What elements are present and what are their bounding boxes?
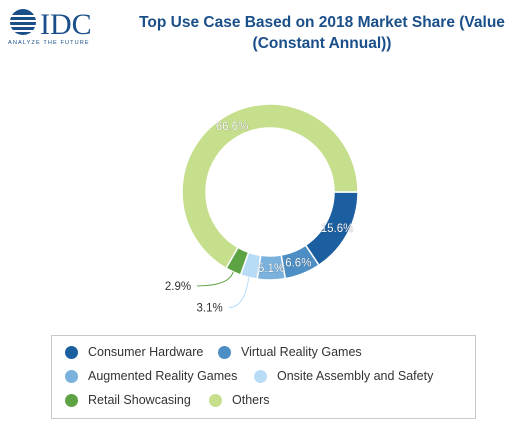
legend-item-retail-showcasing[interactable]: Retail Showcasing xyxy=(65,393,191,407)
chart-legend: Consumer Hardware Virtual Reality Games … xyxy=(51,335,476,419)
idc-logo: IDC ANALYZE THE FUTURE xyxy=(8,8,92,46)
chart-title: Top Use Case Based on 2018 Market Share … xyxy=(122,12,522,54)
data-label-consumer-hardware: 15.6% xyxy=(321,223,354,235)
data-label-virtual-reality-games: 6.6% xyxy=(285,258,311,270)
data-label-onsite-assembly-and-safety: 3.1% xyxy=(197,302,223,314)
slice-others[interactable] xyxy=(181,103,359,270)
legend-swatch xyxy=(65,345,78,359)
logo-tagline: ANALYZE THE FUTURE xyxy=(8,40,90,46)
legend-item-virtual-reality-games[interactable]: Virtual Reality Games xyxy=(218,345,362,359)
leader-line xyxy=(228,277,250,308)
legend-label: Virtual Reality Games xyxy=(241,345,362,359)
legend-label: Onsite Assembly and Safety xyxy=(277,369,434,383)
legend-item-onsite-assembly-and-safety[interactable]: Onsite Assembly and Safety xyxy=(254,369,433,383)
data-label-retail-showcasing: 2.9% xyxy=(165,281,191,293)
legend-swatch xyxy=(218,345,231,359)
legend-item-others[interactable]: Others xyxy=(209,393,270,407)
legend-label: Consumer Hardware xyxy=(88,345,204,359)
legend-item-augmented-reality-games[interactable]: Augmented Reality Games xyxy=(65,369,237,383)
legend-swatch xyxy=(209,393,222,407)
legend-swatch xyxy=(254,369,267,383)
chart-title-line-1: Top Use Case Based on 2018 Market Share … xyxy=(139,14,505,31)
globe-icon xyxy=(9,9,37,35)
data-label-augmented-reality-games: 5.1% xyxy=(258,263,284,275)
data-label-others: 66.6% xyxy=(216,121,249,133)
logo-wordmark: IDC xyxy=(40,8,92,41)
donut-chart: 15.6% 6.6%5.1% 3.1% 2.9% 66.6% xyxy=(165,103,359,314)
legend-label: Others xyxy=(232,393,270,407)
legend-label: Augmented Reality Games xyxy=(88,369,238,383)
legend-item-consumer-hardware[interactable]: Consumer Hardware xyxy=(65,345,203,359)
legend-swatch xyxy=(65,393,78,407)
leader-line xyxy=(197,271,234,287)
legend-swatch xyxy=(65,369,78,383)
legend-label: Retail Showcasing xyxy=(88,393,191,407)
chart-title-line-2: (Constant Annual)) xyxy=(252,35,392,52)
